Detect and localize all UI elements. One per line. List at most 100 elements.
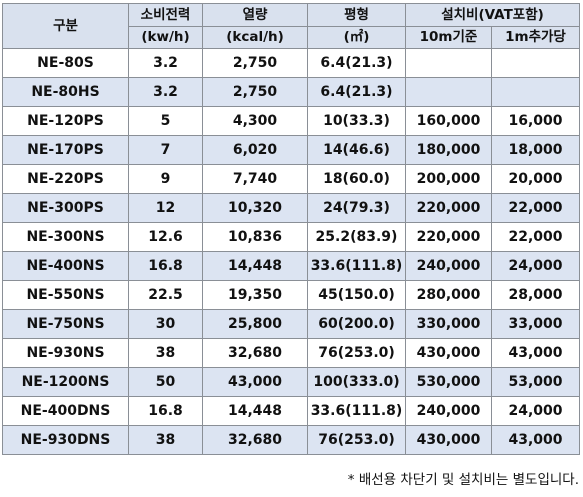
install-extra-cell xyxy=(491,77,580,107)
area-cell: 6.4(21.3) xyxy=(307,77,406,107)
area-cell: 10(33.3) xyxy=(307,106,406,136)
install-extra-cell: 43,000 xyxy=(491,338,580,368)
install-extra-cell: 20,000 xyxy=(491,164,580,194)
power-cell: 3.2 xyxy=(128,48,203,78)
model-cell: NE-1200NS xyxy=(2,367,129,397)
model-cell: NE-300PS xyxy=(2,193,129,223)
power-cell: 9 xyxy=(128,164,203,194)
area-cell: 25.2(83.9) xyxy=(307,222,406,252)
table-header: 구분 소비전력 열량 평형 설치비(VAT포함) (kw/h) (kcal/h)… xyxy=(2,3,580,49)
header-power-unit: (kw/h) xyxy=(128,26,203,49)
power-cell: 38 xyxy=(128,425,203,455)
install-base-cell: 280,000 xyxy=(405,280,492,310)
header-install-base: 10m기준 xyxy=(405,26,492,49)
table-row: NE-750NS 30 25,800 60(200.0) 330,000 33,000 xyxy=(2,309,580,339)
heat-cell: 14,448 xyxy=(202,396,308,426)
heat-cell: 32,680 xyxy=(202,425,308,455)
area-cell: 76(253.0) xyxy=(307,425,406,455)
heat-cell: 19,350 xyxy=(202,280,308,310)
table-row: NE-300NS 12.6 10,836 25.2(83.9) 220,000 22,00… xyxy=(2,222,580,252)
heat-cell: 4,300 xyxy=(202,106,308,136)
install-extra-cell xyxy=(491,48,580,78)
install-base-cell xyxy=(405,48,492,78)
model-cell: NE-750NS xyxy=(2,309,129,339)
power-cell: 38 xyxy=(128,338,203,368)
area-cell: 33.6(111.8) xyxy=(307,251,406,281)
install-base-cell: 200,000 xyxy=(405,164,492,194)
heat-cell: 6,020 xyxy=(202,135,308,165)
install-base-cell: 160,000 xyxy=(405,106,492,136)
install-base-cell: 240,000 xyxy=(405,396,492,426)
header-heat-unit: (kcal/h) xyxy=(202,26,308,49)
install-extra-cell: 33,000 xyxy=(491,309,580,339)
header-install: 설치비(VAT포함) xyxy=(405,3,580,27)
table-row: NE-220PS 9 7,740 18(60.0) 200,000 20,000 xyxy=(2,164,580,194)
model-cell: NE-220PS xyxy=(2,164,129,194)
model-cell: NE-300NS xyxy=(2,222,129,252)
area-cell: 33.6(111.8) xyxy=(307,396,406,426)
power-cell: 3.2 xyxy=(128,77,203,107)
area-cell: 76(253.0) xyxy=(307,338,406,368)
model-cell: NE-80HS xyxy=(2,77,129,107)
install-base-cell: 530,000 xyxy=(405,367,492,397)
model-cell: NE-400NS xyxy=(2,251,129,281)
model-cell: NE-170PS xyxy=(2,135,129,165)
heat-cell: 2,750 xyxy=(202,77,308,107)
area-cell: 14(46.6) xyxy=(307,135,406,165)
table-body: NE-80S 3.2 2,750 6.4(21.3) NE-80HS 3.2 2,750 6.… xyxy=(2,48,580,455)
heat-cell: 14,448 xyxy=(202,251,308,281)
power-cell: 22.5 xyxy=(128,280,203,310)
header-install-extra: 1m추가당 xyxy=(491,26,580,49)
table-row: NE-1200NS 50 43,000 100(333.0) 530,000 53,000 xyxy=(2,367,580,397)
install-base-cell: 240,000 xyxy=(405,251,492,281)
model-cell: NE-550NS xyxy=(2,280,129,310)
install-extra-cell: 24,000 xyxy=(491,251,580,281)
header-power: 소비전력 xyxy=(128,3,203,27)
install-extra-cell: 24,000 xyxy=(491,396,580,426)
model-cell: NE-930DNS xyxy=(2,425,129,455)
area-cell: 6.4(21.3) xyxy=(307,48,406,78)
header-area-unit: (㎡) xyxy=(307,26,406,49)
power-cell: 50 xyxy=(128,367,203,397)
install-extra-cell: 28,000 xyxy=(491,280,580,310)
heat-cell: 25,800 xyxy=(202,309,308,339)
area-cell: 18(60.0) xyxy=(307,164,406,194)
spec-table: 구분 소비전력 열량 평형 설치비(VAT포함) (kw/h) (kcal/h)… xyxy=(2,3,580,455)
power-cell: 16.8 xyxy=(128,396,203,426)
model-cell: NE-400DNS xyxy=(2,396,129,426)
install-base-cell: 330,000 xyxy=(405,309,492,339)
install-base-cell: 430,000 xyxy=(405,425,492,455)
table-row: NE-930NS 38 32,680 76(253.0) 430,000 43,000 xyxy=(2,338,580,368)
install-extra-cell: 18,000 xyxy=(491,135,580,165)
install-base-cell xyxy=(405,77,492,107)
model-cell: NE-930NS xyxy=(2,338,129,368)
heat-cell: 32,680 xyxy=(202,338,308,368)
install-extra-cell: 53,000 xyxy=(491,367,580,397)
table-row: NE-550NS 22.5 19,350 45(150.0) 280,000 28,000 xyxy=(2,280,580,310)
area-cell: 100(333.0) xyxy=(307,367,406,397)
power-cell: 5 xyxy=(128,106,203,136)
area-cell: 45(150.0) xyxy=(307,280,406,310)
table-row: NE-170PS 7 6,020 14(46.6) 180,000 18,000 xyxy=(2,135,580,165)
table-row: NE-80S 3.2 2,750 6.4(21.3) xyxy=(2,48,580,78)
power-cell: 12 xyxy=(128,193,203,223)
table-row: NE-80HS 3.2 2,750 6.4(21.3) xyxy=(2,77,580,107)
install-extra-cell: 22,000 xyxy=(491,222,580,252)
header-category: 구분 xyxy=(2,3,129,49)
area-cell: 60(200.0) xyxy=(307,309,406,339)
footnote: * 배선용 차단기 및 설치비는 별도입니다. xyxy=(347,472,579,488)
header-heat: 열량 xyxy=(202,3,308,27)
install-extra-cell: 22,000 xyxy=(491,193,580,223)
power-cell: 30 xyxy=(128,309,203,339)
heat-cell: 7,740 xyxy=(202,164,308,194)
install-base-cell: 220,000 xyxy=(405,222,492,252)
table-row: NE-400DNS 16.8 14,448 33.6(111.8) 240,000 24,… xyxy=(2,396,580,426)
install-extra-cell: 16,000 xyxy=(491,106,580,136)
install-base-cell: 220,000 xyxy=(405,193,492,223)
table-row: NE-120PS 5 4,300 10(33.3) 160,000 16,000 xyxy=(2,106,580,136)
area-cell: 24(79.3) xyxy=(307,193,406,223)
model-cell: NE-120PS xyxy=(2,106,129,136)
heat-cell: 10,836 xyxy=(202,222,308,252)
install-base-cell: 430,000 xyxy=(405,338,492,368)
